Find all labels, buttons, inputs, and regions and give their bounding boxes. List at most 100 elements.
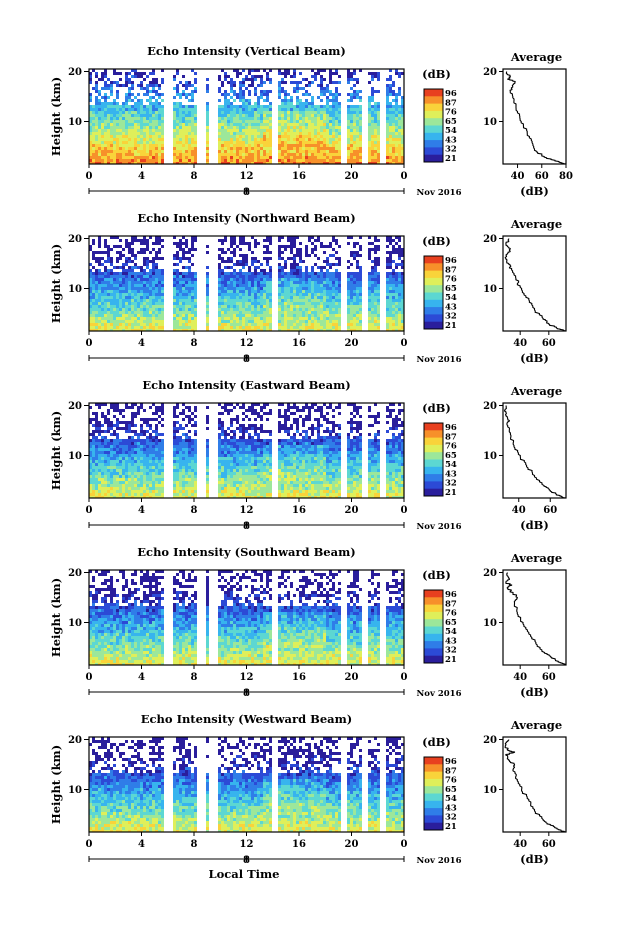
heatmap-cell: [206, 102, 209, 105]
heatmap-cell: [137, 290, 140, 293]
heatmap-cell: [374, 296, 377, 299]
heatmap-cell: [146, 287, 149, 290]
heatmap-cell: [311, 117, 314, 120]
heatmap-cell: [104, 445, 107, 448]
heatmap-cell: [395, 242, 398, 245]
heatmap-cell: [101, 138, 104, 141]
heatmap-cell: [377, 117, 380, 120]
heatmap-cell: [311, 150, 314, 153]
heatmap-cell: [347, 144, 350, 147]
heatmap-cell: [128, 245, 131, 248]
heatmap-cell: [119, 287, 122, 290]
heatmap-cell: [317, 305, 320, 308]
heatmap-cell: [128, 320, 131, 323]
heatmap-cell: [302, 159, 305, 162]
heatmap-cell: [398, 239, 401, 242]
heatmap-cell: [296, 254, 299, 257]
heatmap-cell: [254, 108, 257, 111]
heatmap-cell: [110, 81, 113, 84]
heatmap-cell: [248, 144, 251, 147]
heatmap-cell: [290, 299, 293, 302]
heatmap-cell: [143, 290, 146, 293]
heatmap-cell: [92, 257, 95, 260]
heatmap-cell: [191, 317, 194, 320]
heatmap-cell: [113, 236, 116, 239]
heatmap-cell: [371, 242, 374, 245]
heatmap-cell: [377, 293, 380, 296]
heatmap-cell: [368, 296, 371, 299]
heatmap-cell: [248, 314, 251, 317]
heatmap-cell: [335, 129, 338, 132]
heatmap-cell: [221, 239, 224, 242]
heatmap-cell: [359, 329, 362, 331]
heatmap-cell: [119, 329, 122, 331]
heatmap-cell: [260, 132, 263, 135]
heatmap-cell: [386, 87, 389, 90]
heatmap-cell: [314, 114, 317, 117]
heatmap-cell: [269, 153, 272, 156]
heatmap-cell: [299, 120, 302, 123]
heatmap-cell: [110, 469, 113, 472]
heatmap-cell: [311, 132, 314, 135]
heatmap-cell: [107, 147, 110, 150]
heatmap-cell: [248, 296, 251, 299]
heatmap-cell: [392, 144, 395, 147]
heatmap-cell: [263, 117, 266, 120]
heatmap-cell: [95, 484, 98, 487]
heatmap-cell: [359, 281, 362, 284]
heatmap-cell: [401, 293, 404, 296]
heatmap-cell: [269, 299, 272, 302]
heatmap-cell: [179, 272, 182, 275]
heatmap-cell: [152, 78, 155, 81]
heatmap-cell: [389, 144, 392, 147]
heatmap-cell: [269, 311, 272, 314]
heatmap-cell: [293, 293, 296, 296]
heatmap-cell: [305, 162, 308, 164]
heatmap-cell: [302, 308, 305, 311]
heatmap-cell: [137, 105, 140, 108]
heatmap-cell: [269, 272, 272, 275]
heatmap-cell: [179, 123, 182, 126]
heatmap-cell: [308, 108, 311, 111]
heatmap-cell: [98, 430, 101, 433]
heatmap-cell: [179, 141, 182, 144]
heatmap-cell: [176, 162, 179, 164]
heatmap-cell: [335, 305, 338, 308]
heatmap-cell: [155, 323, 158, 326]
colorbar-swatch: [424, 314, 443, 323]
heatmap-cell: [110, 272, 113, 275]
heatmap-cell: [287, 305, 290, 308]
colorbar-tick-label: 54: [445, 293, 457, 303]
heatmap-cell: [263, 320, 266, 323]
heatmap-cell: [248, 117, 251, 120]
heatmap-cell: [335, 284, 338, 287]
heatmap-cell: [104, 415, 107, 418]
heatmap-cell: [389, 257, 392, 260]
heatmap-cell: [245, 260, 248, 263]
heatmap-cell: [236, 329, 239, 331]
heatmap-cell: [89, 284, 92, 287]
heatmap-cell: [284, 323, 287, 326]
heatmap-cell: [101, 263, 104, 266]
heatmap-cell: [368, 281, 371, 284]
heatmap-cell: [389, 114, 392, 117]
heatmap-cell: [176, 114, 179, 117]
heatmap-cell: [323, 69, 326, 72]
heatmap-cell: [263, 257, 266, 260]
heatmap-cell: [101, 87, 104, 90]
heatmap-cell: [311, 108, 314, 111]
heatmap-cell: [92, 457, 95, 460]
heatmap-cell: [269, 239, 272, 242]
heatmap-cell: [107, 251, 110, 254]
heatmap-cell: [236, 96, 239, 99]
heatmap-cell: [353, 135, 356, 138]
heatmap-cell: [119, 490, 122, 493]
heatmap-cell: [320, 284, 323, 287]
heatmap-cell: [224, 293, 227, 296]
heatmap-cell: [104, 266, 107, 269]
heatmap-cell: [374, 305, 377, 308]
heatmap-cell: [269, 236, 272, 239]
heatmap-cell: [335, 263, 338, 266]
heatmap-cell: [155, 102, 158, 105]
heatmap-cell: [101, 96, 104, 99]
